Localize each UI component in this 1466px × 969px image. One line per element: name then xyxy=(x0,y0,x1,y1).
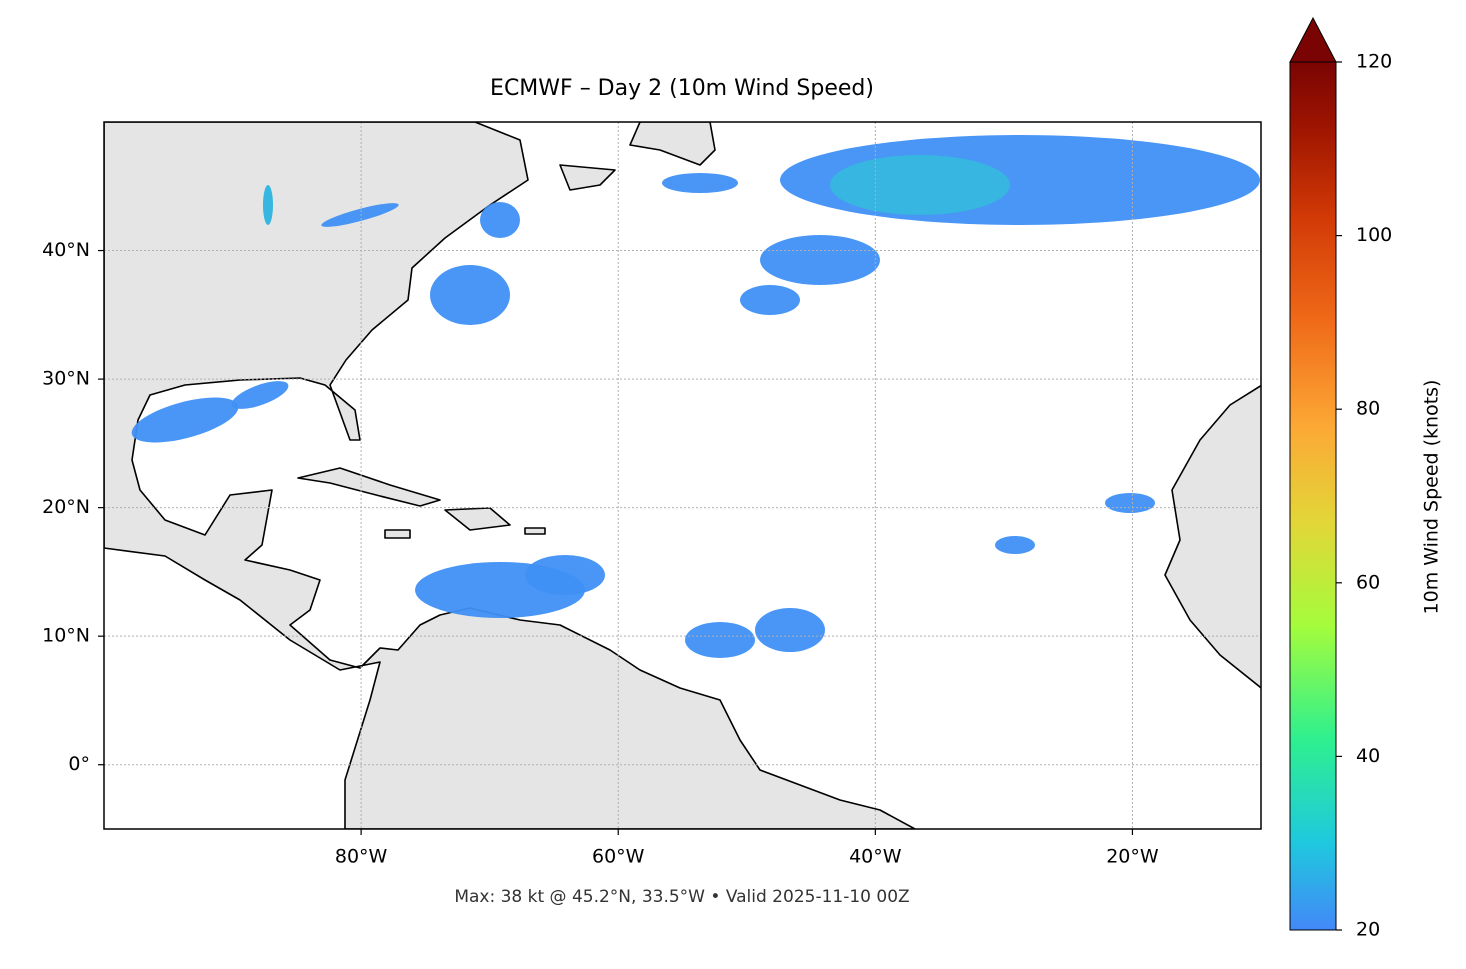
x-tick-label: 20°W xyxy=(1106,846,1159,868)
chart-title: ECMWF – Day 2 (10m Wind Speed) xyxy=(490,76,874,101)
colorbar-tick-label: 120 xyxy=(1356,51,1392,73)
colorbar-tick-label: 60 xyxy=(1356,571,1380,593)
newfoundland xyxy=(559,164,616,191)
colorbar xyxy=(1289,61,1337,931)
colorbar-tick-label: 40 xyxy=(1356,745,1380,767)
y-tick-label: 20°N xyxy=(42,496,90,518)
americas xyxy=(104,122,916,829)
colorbar-extend xyxy=(1289,16,1337,63)
puerto-rico xyxy=(524,527,546,535)
colorbar-tick-label: 80 xyxy=(1356,398,1380,420)
y-tick-label: 10°N xyxy=(42,625,90,647)
plot-frame xyxy=(103,121,1262,830)
map-area xyxy=(104,122,1261,829)
y-tick-label: 30°N xyxy=(42,368,90,390)
africa xyxy=(1164,384,1261,689)
colorbar-tick-label: 20 xyxy=(1356,919,1380,941)
cuba xyxy=(297,467,441,507)
colorbar-tick-label: 100 xyxy=(1356,224,1392,246)
greenland-tip xyxy=(629,122,716,166)
y-tick-label: 40°N xyxy=(42,239,90,261)
colorbar-label: 10m Wind Speed (knots) xyxy=(1421,380,1443,615)
x-tick-label: 40°W xyxy=(849,846,902,868)
x-tick-label: 60°W xyxy=(592,846,645,868)
hispaniola xyxy=(444,507,511,531)
jamaica xyxy=(384,529,411,539)
x-tick-label: 80°W xyxy=(335,846,388,868)
caption: Max: 38 kt @ 45.2°N, 33.5°W • Valid 2025… xyxy=(454,887,909,907)
y-tick-label: 0° xyxy=(68,753,90,775)
